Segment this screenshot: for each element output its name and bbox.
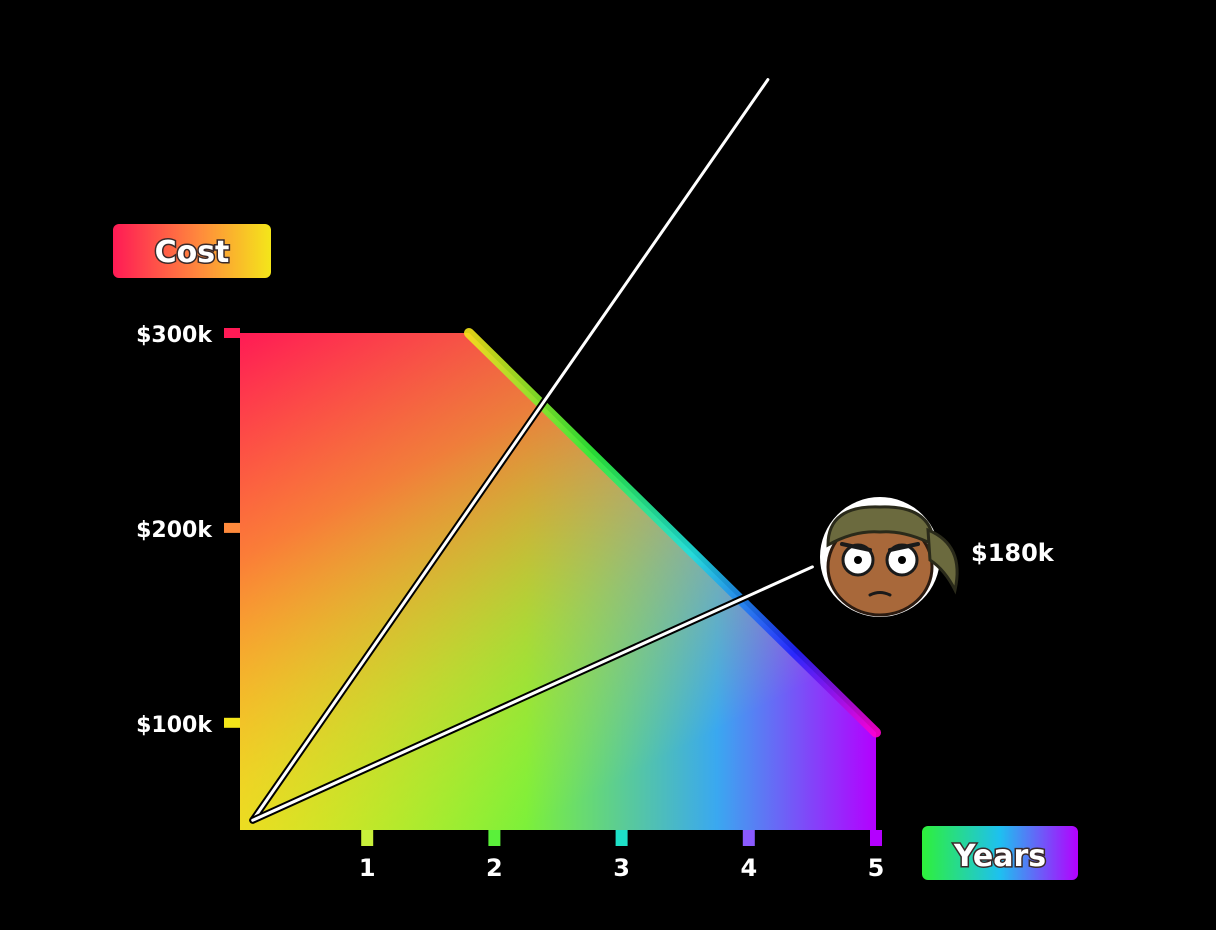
y-axis-title: Cost [155, 235, 230, 270]
x-tick-label: 4 [740, 854, 757, 882]
x-tick-label: 3 [613, 854, 630, 882]
axis-ticks: $300k $200k $100k 1 2 3 4 5 [135, 322, 886, 884]
annotation-value-label: $180k [971, 539, 1055, 567]
worried-face-headband-icon [820, 497, 959, 617]
background-area-edge [463, 328, 881, 738]
annotation-marker: $180k [820, 497, 1056, 617]
x-tick-label: 2 [486, 854, 503, 882]
y-tick-mark [224, 717, 240, 728]
y-tick-label: $100k [136, 713, 213, 738]
x-axis-title: Years [953, 839, 1046, 874]
x-axis-title-background [922, 826, 1078, 880]
rainbow-background-area [240, 328, 881, 830]
x-tick-label: 5 [868, 854, 885, 882]
background-area-warm-overlay [240, 333, 876, 830]
x-tick-mark [615, 830, 628, 846]
y-tick-label: $300k [136, 323, 213, 348]
y-tick-mark [224, 522, 240, 533]
series-line-stroke [251, 565, 814, 822]
y-axis-title-badge: Cost [113, 224, 271, 278]
x-tick-mark [742, 830, 755, 846]
x-tick-mark [361, 830, 374, 846]
x-axis-title-badge: Years [922, 826, 1078, 880]
x-tick-mark [870, 830, 882, 846]
series-line-stroke [251, 78, 770, 822]
x-tick-label: 1 [359, 854, 376, 882]
y-axis-title-background [113, 224, 271, 278]
y-tick-mark [224, 328, 240, 338]
series-line-2 [249, 563, 816, 824]
x-tick-mark [488, 830, 501, 846]
series-lines [249, 76, 816, 824]
series-line-1 [249, 76, 772, 824]
y-tick-label: $200k [136, 518, 213, 543]
